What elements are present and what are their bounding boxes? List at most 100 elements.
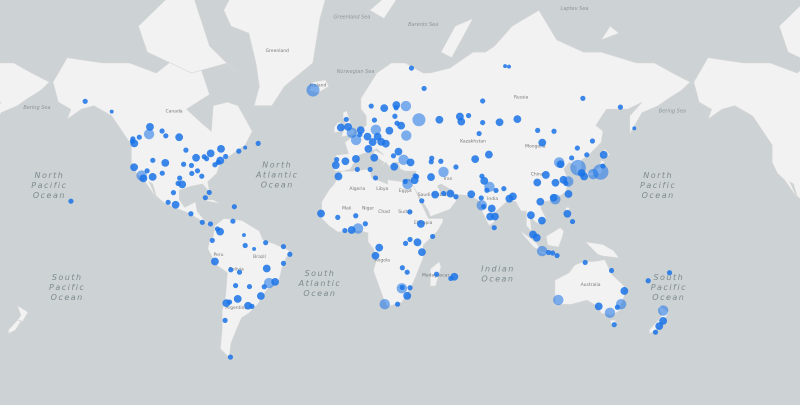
location-marker[interactable] <box>370 124 382 136</box>
location-marker[interactable] <box>379 299 390 310</box>
location-marker[interactable] <box>368 103 374 109</box>
location-marker[interactable] <box>170 190 177 196</box>
location-marker[interactable] <box>243 145 248 150</box>
location-marker[interactable] <box>550 250 556 256</box>
location-marker[interactable] <box>554 252 560 259</box>
location-marker[interactable] <box>203 156 210 162</box>
location-marker[interactable] <box>342 227 348 234</box>
location-marker[interactable] <box>495 118 504 127</box>
location-marker[interactable] <box>242 242 248 249</box>
location-marker[interactable] <box>385 126 394 135</box>
location-marker[interactable] <box>317 209 325 218</box>
location-marker[interactable] <box>183 147 189 153</box>
location-marker[interactable] <box>233 295 242 303</box>
location-marker[interactable] <box>413 238 422 247</box>
location-marker[interactable] <box>507 64 511 69</box>
location-marker[interactable] <box>375 243 384 252</box>
location-marker[interactable] <box>146 122 154 131</box>
location-marker[interactable] <box>549 193 558 202</box>
location-marker[interactable] <box>335 214 341 220</box>
location-marker[interactable] <box>551 178 560 187</box>
location-marker[interactable] <box>438 166 449 178</box>
location-marker[interactable] <box>611 322 617 328</box>
location-marker[interactable] <box>222 317 228 323</box>
location-marker[interactable] <box>657 305 669 316</box>
location-marker[interactable] <box>363 132 372 141</box>
location-marker[interactable] <box>352 155 360 163</box>
location-marker[interactable] <box>357 132 363 138</box>
location-marker[interactable] <box>402 240 409 246</box>
location-marker[interactable] <box>163 133 169 139</box>
location-marker[interactable] <box>255 140 261 147</box>
location-marker[interactable] <box>484 187 490 193</box>
location-marker[interactable] <box>448 275 454 282</box>
location-marker[interactable] <box>287 251 293 257</box>
location-marker[interactable] <box>433 271 440 277</box>
location-marker[interactable] <box>171 200 180 209</box>
location-marker[interactable] <box>479 173 485 179</box>
location-marker[interactable] <box>130 163 139 172</box>
location-marker[interactable] <box>207 221 214 227</box>
location-marker[interactable] <box>538 216 546 225</box>
location-marker[interactable] <box>347 226 356 234</box>
location-marker[interactable] <box>215 159 221 166</box>
location-marker[interactable] <box>227 354 234 360</box>
location-marker[interactable] <box>341 157 350 166</box>
location-marker[interactable] <box>189 170 195 177</box>
location-marker[interactable] <box>429 155 435 161</box>
location-marker[interactable] <box>403 291 412 300</box>
location-marker[interactable] <box>252 246 257 251</box>
location-marker[interactable] <box>280 243 287 250</box>
location-marker[interactable] <box>414 174 420 180</box>
location-marker[interactable] <box>478 195 484 201</box>
location-marker[interactable] <box>418 248 426 257</box>
location-marker[interactable] <box>372 175 379 181</box>
location-marker[interactable] <box>175 180 181 186</box>
location-marker[interactable] <box>407 209 413 215</box>
location-marker[interactable] <box>617 104 624 110</box>
location-marker[interactable] <box>503 64 508 69</box>
location-marker[interactable] <box>632 126 637 131</box>
location-marker[interactable] <box>536 197 545 206</box>
location-marker[interactable] <box>435 115 444 124</box>
location-marker[interactable] <box>334 157 340 163</box>
location-marker[interactable] <box>476 130 482 137</box>
location-marker[interactable] <box>446 189 455 198</box>
location-marker[interactable] <box>652 329 659 335</box>
location-marker[interactable] <box>480 119 486 126</box>
location-marker[interactable] <box>509 192 517 201</box>
location-marker[interactable] <box>165 199 171 205</box>
location-marker[interactable] <box>551 128 557 134</box>
location-marker[interactable] <box>533 178 542 187</box>
location-marker[interactable] <box>306 83 320 97</box>
location-marker[interactable] <box>214 226 221 232</box>
location-marker[interactable] <box>271 277 280 286</box>
location-marker[interactable] <box>484 150 493 159</box>
location-marker[interactable] <box>569 218 576 225</box>
location-marker[interactable] <box>416 220 425 228</box>
location-marker[interactable] <box>421 85 427 92</box>
location-marker[interactable] <box>430 233 436 240</box>
location-marker[interactable] <box>364 144 373 153</box>
location-marker[interactable] <box>666 270 673 276</box>
location-marker[interactable] <box>356 126 365 135</box>
location-marker[interactable] <box>441 190 447 197</box>
location-marker[interactable] <box>608 267 615 274</box>
location-marker[interactable] <box>392 113 398 119</box>
location-marker[interactable] <box>407 236 413 243</box>
location-marker[interactable] <box>394 301 401 307</box>
location-marker[interactable] <box>129 138 135 144</box>
location-marker[interactable] <box>159 170 165 176</box>
location-marker[interactable] <box>465 112 472 119</box>
location-marker[interactable] <box>354 166 360 173</box>
location-marker[interactable] <box>402 178 408 185</box>
location-marker[interactable] <box>199 173 205 179</box>
location-marker[interactable] <box>139 174 148 183</box>
location-marker[interactable] <box>599 150 608 159</box>
location-marker[interactable] <box>331 161 340 170</box>
location-marker[interactable] <box>230 218 236 224</box>
location-marker[interactable] <box>344 122 352 131</box>
location-marker[interactable] <box>209 237 215 243</box>
location-marker[interactable] <box>371 251 380 260</box>
location-marker[interactable] <box>431 190 440 199</box>
